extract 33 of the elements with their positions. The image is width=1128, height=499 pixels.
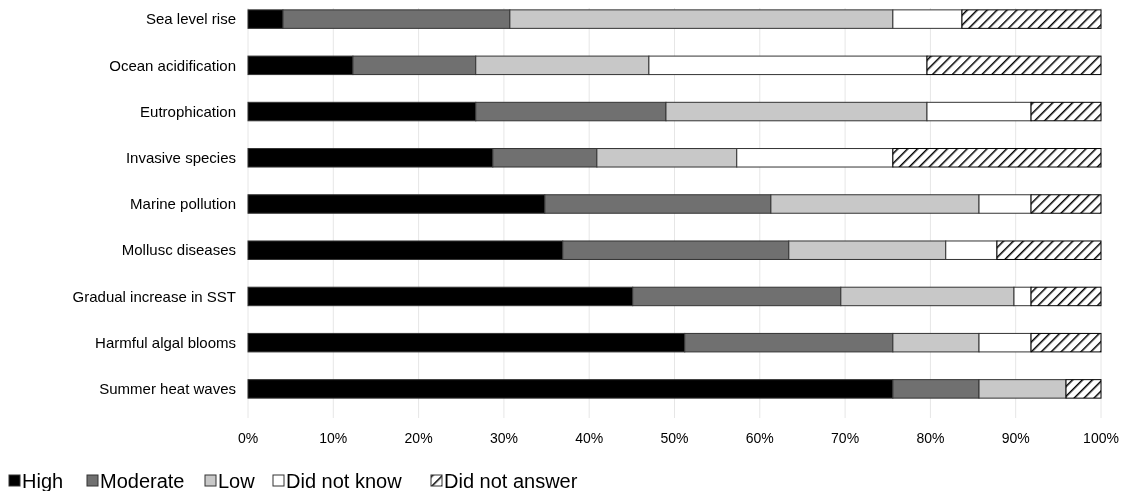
legend-label: Did not answer — [444, 470, 578, 492]
x-tick-label: 10% — [319, 429, 348, 446]
x-tick-label: 20% — [404, 429, 433, 446]
x-tick-label: 90% — [1001, 429, 1030, 446]
bar — [961, 9, 1102, 29]
y-tick-label: Summer heat waves — [99, 380, 236, 398]
y-tick-label: Eutrophication — [140, 102, 236, 120]
x-tick-label: 30% — [489, 429, 518, 446]
y-tick-label: Ocean acidification — [109, 56, 236, 74]
y-tick-label: Gradual increase in SST — [72, 287, 236, 305]
bar — [1030, 101, 1102, 122]
bar — [1030, 194, 1102, 214]
x-tick-label: 70% — [831, 429, 860, 446]
y-tick-label: Marine pollution — [130, 195, 236, 213]
x-tick-label: 0% — [237, 429, 259, 446]
y-tick-label: Invasive species — [125, 149, 236, 167]
y-tick-label: Sea level rise — [145, 10, 236, 28]
bar — [926, 55, 1102, 76]
bar — [1065, 379, 1102, 399]
y-tick-label: Harmful algal blooms — [95, 333, 236, 351]
x-tick-label: 80% — [916, 429, 945, 446]
legend-label: Did not know — [286, 470, 403, 492]
y-tick-label: Mollusc diseases — [121, 241, 236, 259]
legend-label: Low — [218, 470, 256, 492]
x-tick-label: 50% — [660, 429, 689, 446]
bar — [1030, 332, 1102, 353]
x-tick-label: 40% — [575, 429, 604, 446]
bar — [892, 148, 1102, 168]
x-tick-label: 60% — [745, 429, 774, 446]
legend-label: Moderate — [100, 470, 185, 492]
x-tick-label: 100% — [1083, 429, 1119, 446]
bar — [1030, 286, 1102, 307]
bar — [996, 240, 1102, 260]
